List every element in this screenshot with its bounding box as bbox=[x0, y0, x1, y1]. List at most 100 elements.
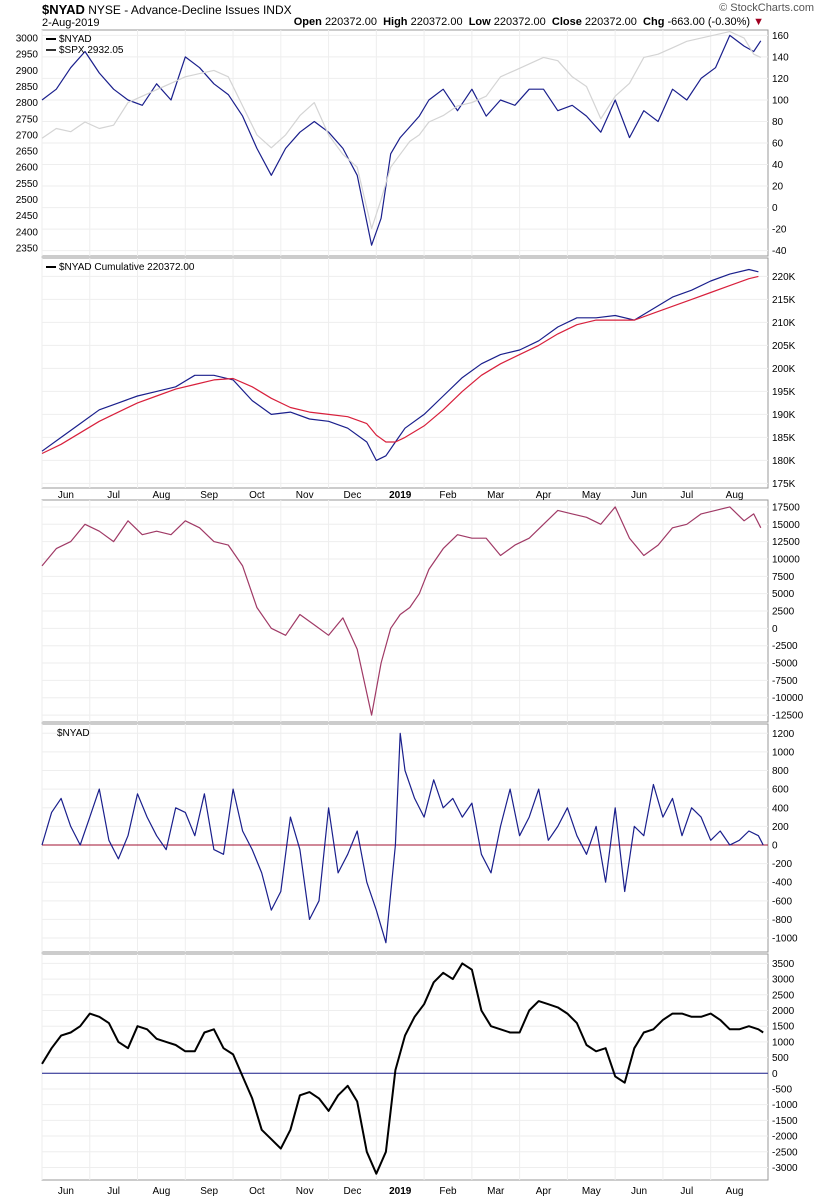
y-tick-label-right: 160 bbox=[772, 31, 789, 42]
x-tick-label: Dec bbox=[344, 1186, 362, 1197]
y-tick-label-right: -1500 bbox=[772, 1116, 798, 1127]
x-tick-label: Oct bbox=[249, 1186, 265, 1197]
y-tick-label-right: -5000 bbox=[772, 659, 798, 670]
y-tick-label-left: 2850 bbox=[16, 82, 39, 93]
x-tick-label: Jul bbox=[107, 1186, 120, 1197]
legend-label: $NYAD bbox=[59, 34, 92, 45]
y-tick-label-right: 1000 bbox=[772, 747, 795, 758]
x-tick-label: 2019 bbox=[389, 1186, 412, 1197]
y-tick-label-left: 2400 bbox=[16, 227, 39, 238]
low-label: Low bbox=[468, 16, 491, 28]
panel-frame bbox=[41, 953, 769, 1181]
low-value: 220372.00 bbox=[493, 16, 546, 28]
y-tick-label-right: 2000 bbox=[772, 1006, 795, 1017]
x-tick-label: May bbox=[582, 490, 601, 501]
y-tick-label-left: 2350 bbox=[16, 243, 39, 254]
y-tick-label-right: 140 bbox=[772, 52, 789, 63]
x-tick-label: Jul bbox=[680, 490, 693, 501]
description: NYSE - Advance-Decline Issues INDX bbox=[88, 3, 292, 17]
y-tick-label-right: 500 bbox=[772, 1053, 789, 1064]
y-tick-label-right: 190K bbox=[772, 410, 796, 421]
high-label: High bbox=[383, 16, 408, 28]
x-tick-label: Mar bbox=[487, 1186, 505, 1197]
y-tick-label-right: 1200 bbox=[772, 729, 795, 740]
watermark: © StockCharts.com bbox=[719, 2, 814, 14]
y-tick-label-right: -2500 bbox=[772, 1147, 798, 1158]
down-arrow-icon: ▼ bbox=[753, 16, 764, 28]
x-tick-label: Jul bbox=[107, 490, 120, 501]
series-line bbox=[41, 506, 762, 716]
y-tick-label-right: 80 bbox=[772, 117, 784, 128]
y-tick-label-left: 2550 bbox=[16, 179, 39, 190]
close-label: Close bbox=[551, 16, 582, 28]
high-value: 220372.00 bbox=[410, 16, 463, 28]
y-tick-label-right: 400 bbox=[772, 803, 789, 814]
series-line bbox=[41, 31, 762, 230]
y-tick-label-left: 2950 bbox=[16, 50, 39, 61]
y-tick-label-left: 2700 bbox=[16, 130, 39, 141]
y-tick-label-right: 210K bbox=[772, 318, 796, 329]
y-tick-label-right: 0 bbox=[772, 203, 778, 214]
y-tick-label-right: 0 bbox=[772, 624, 778, 635]
ohlc-bar: Open 220372.00 High 220372.00 Low 220372… bbox=[294, 16, 764, 28]
y-tick-label-right: 215K bbox=[772, 295, 796, 306]
y-tick-label-right: 1500 bbox=[772, 1022, 795, 1033]
x-tick-label: Jun bbox=[58, 1186, 74, 1197]
y-tick-label-right: -400 bbox=[772, 878, 792, 889]
x-tick-label: May bbox=[582, 1186, 601, 1197]
y-tick-label-right: -500 bbox=[772, 1084, 792, 1095]
y-tick-label-right: 3500 bbox=[772, 959, 795, 970]
y-tick-label-right: 180K bbox=[772, 456, 796, 467]
y-tick-label-right: -20 bbox=[772, 225, 787, 236]
y-tick-label-left: 2500 bbox=[16, 195, 39, 206]
y-tick-label-right: 195K bbox=[772, 387, 796, 398]
chart-header: $NYAD NYSE - Advance-Decline Issues INDX bbox=[42, 2, 292, 17]
x-tick-label: Aug bbox=[726, 490, 744, 501]
y-tick-label-right: 5000 bbox=[772, 589, 795, 600]
y-tick-label-right: -2000 bbox=[772, 1132, 798, 1143]
y-tick-label-right: 7500 bbox=[772, 572, 795, 583]
y-tick-label-right: 60 bbox=[772, 139, 784, 150]
y-tick-label-right: 3000 bbox=[772, 975, 795, 986]
y-tick-label-left: 2900 bbox=[16, 66, 39, 77]
y-tick-label-right: 2500 bbox=[772, 607, 795, 618]
y-tick-label-left: 2600 bbox=[16, 163, 39, 174]
y-tick-label-left: 2750 bbox=[16, 114, 39, 125]
x-tick-label: Nov bbox=[296, 1186, 314, 1197]
date-label: 2-Aug-2019 bbox=[42, 17, 100, 29]
y-tick-label-right: -3000 bbox=[772, 1163, 798, 1174]
legend-label: $NYAD bbox=[57, 728, 90, 739]
chg-label: Chg bbox=[643, 16, 665, 28]
x-tick-label: Nov bbox=[296, 490, 314, 501]
y-tick-label-left: 3000 bbox=[16, 34, 39, 45]
x-tick-label: Feb bbox=[439, 490, 457, 501]
symbol: $NYAD bbox=[42, 2, 85, 17]
y-tick-label-left: 2650 bbox=[16, 147, 39, 158]
y-tick-label-right: -1000 bbox=[772, 934, 798, 945]
y-tick-label-right: 40 bbox=[772, 160, 784, 171]
open-label: Open bbox=[293, 16, 322, 28]
y-tick-label-right: 100 bbox=[772, 95, 789, 106]
x-tick-label: Jun bbox=[58, 490, 74, 501]
y-tick-label-right: -1000 bbox=[772, 1100, 798, 1111]
x-tick-label: 2019 bbox=[389, 490, 412, 501]
x-tick-label: Sep bbox=[200, 490, 218, 501]
y-tick-label-right: 185K bbox=[772, 433, 796, 444]
y-tick-label-right: -40 bbox=[772, 246, 787, 257]
y-tick-label-left: 2800 bbox=[16, 98, 39, 109]
open-value: 220372.00 bbox=[324, 16, 377, 28]
series-line bbox=[41, 962, 764, 1175]
x-tick-label: Apr bbox=[536, 1186, 552, 1197]
x-tick-label: Jun bbox=[631, 1186, 647, 1197]
x-tick-label: Aug bbox=[153, 1186, 171, 1197]
y-tick-label-right: 1000 bbox=[772, 1037, 795, 1048]
y-tick-label-right: 15000 bbox=[772, 520, 800, 531]
x-tick-label: Sep bbox=[200, 1186, 218, 1197]
series-line bbox=[41, 34, 762, 246]
y-tick-label-right: -2500 bbox=[772, 641, 798, 652]
series-line bbox=[41, 732, 764, 944]
y-tick-label-right: 800 bbox=[772, 766, 789, 777]
y-tick-label-right: 20 bbox=[772, 182, 784, 193]
y-tick-label-right: 17500 bbox=[772, 502, 800, 513]
